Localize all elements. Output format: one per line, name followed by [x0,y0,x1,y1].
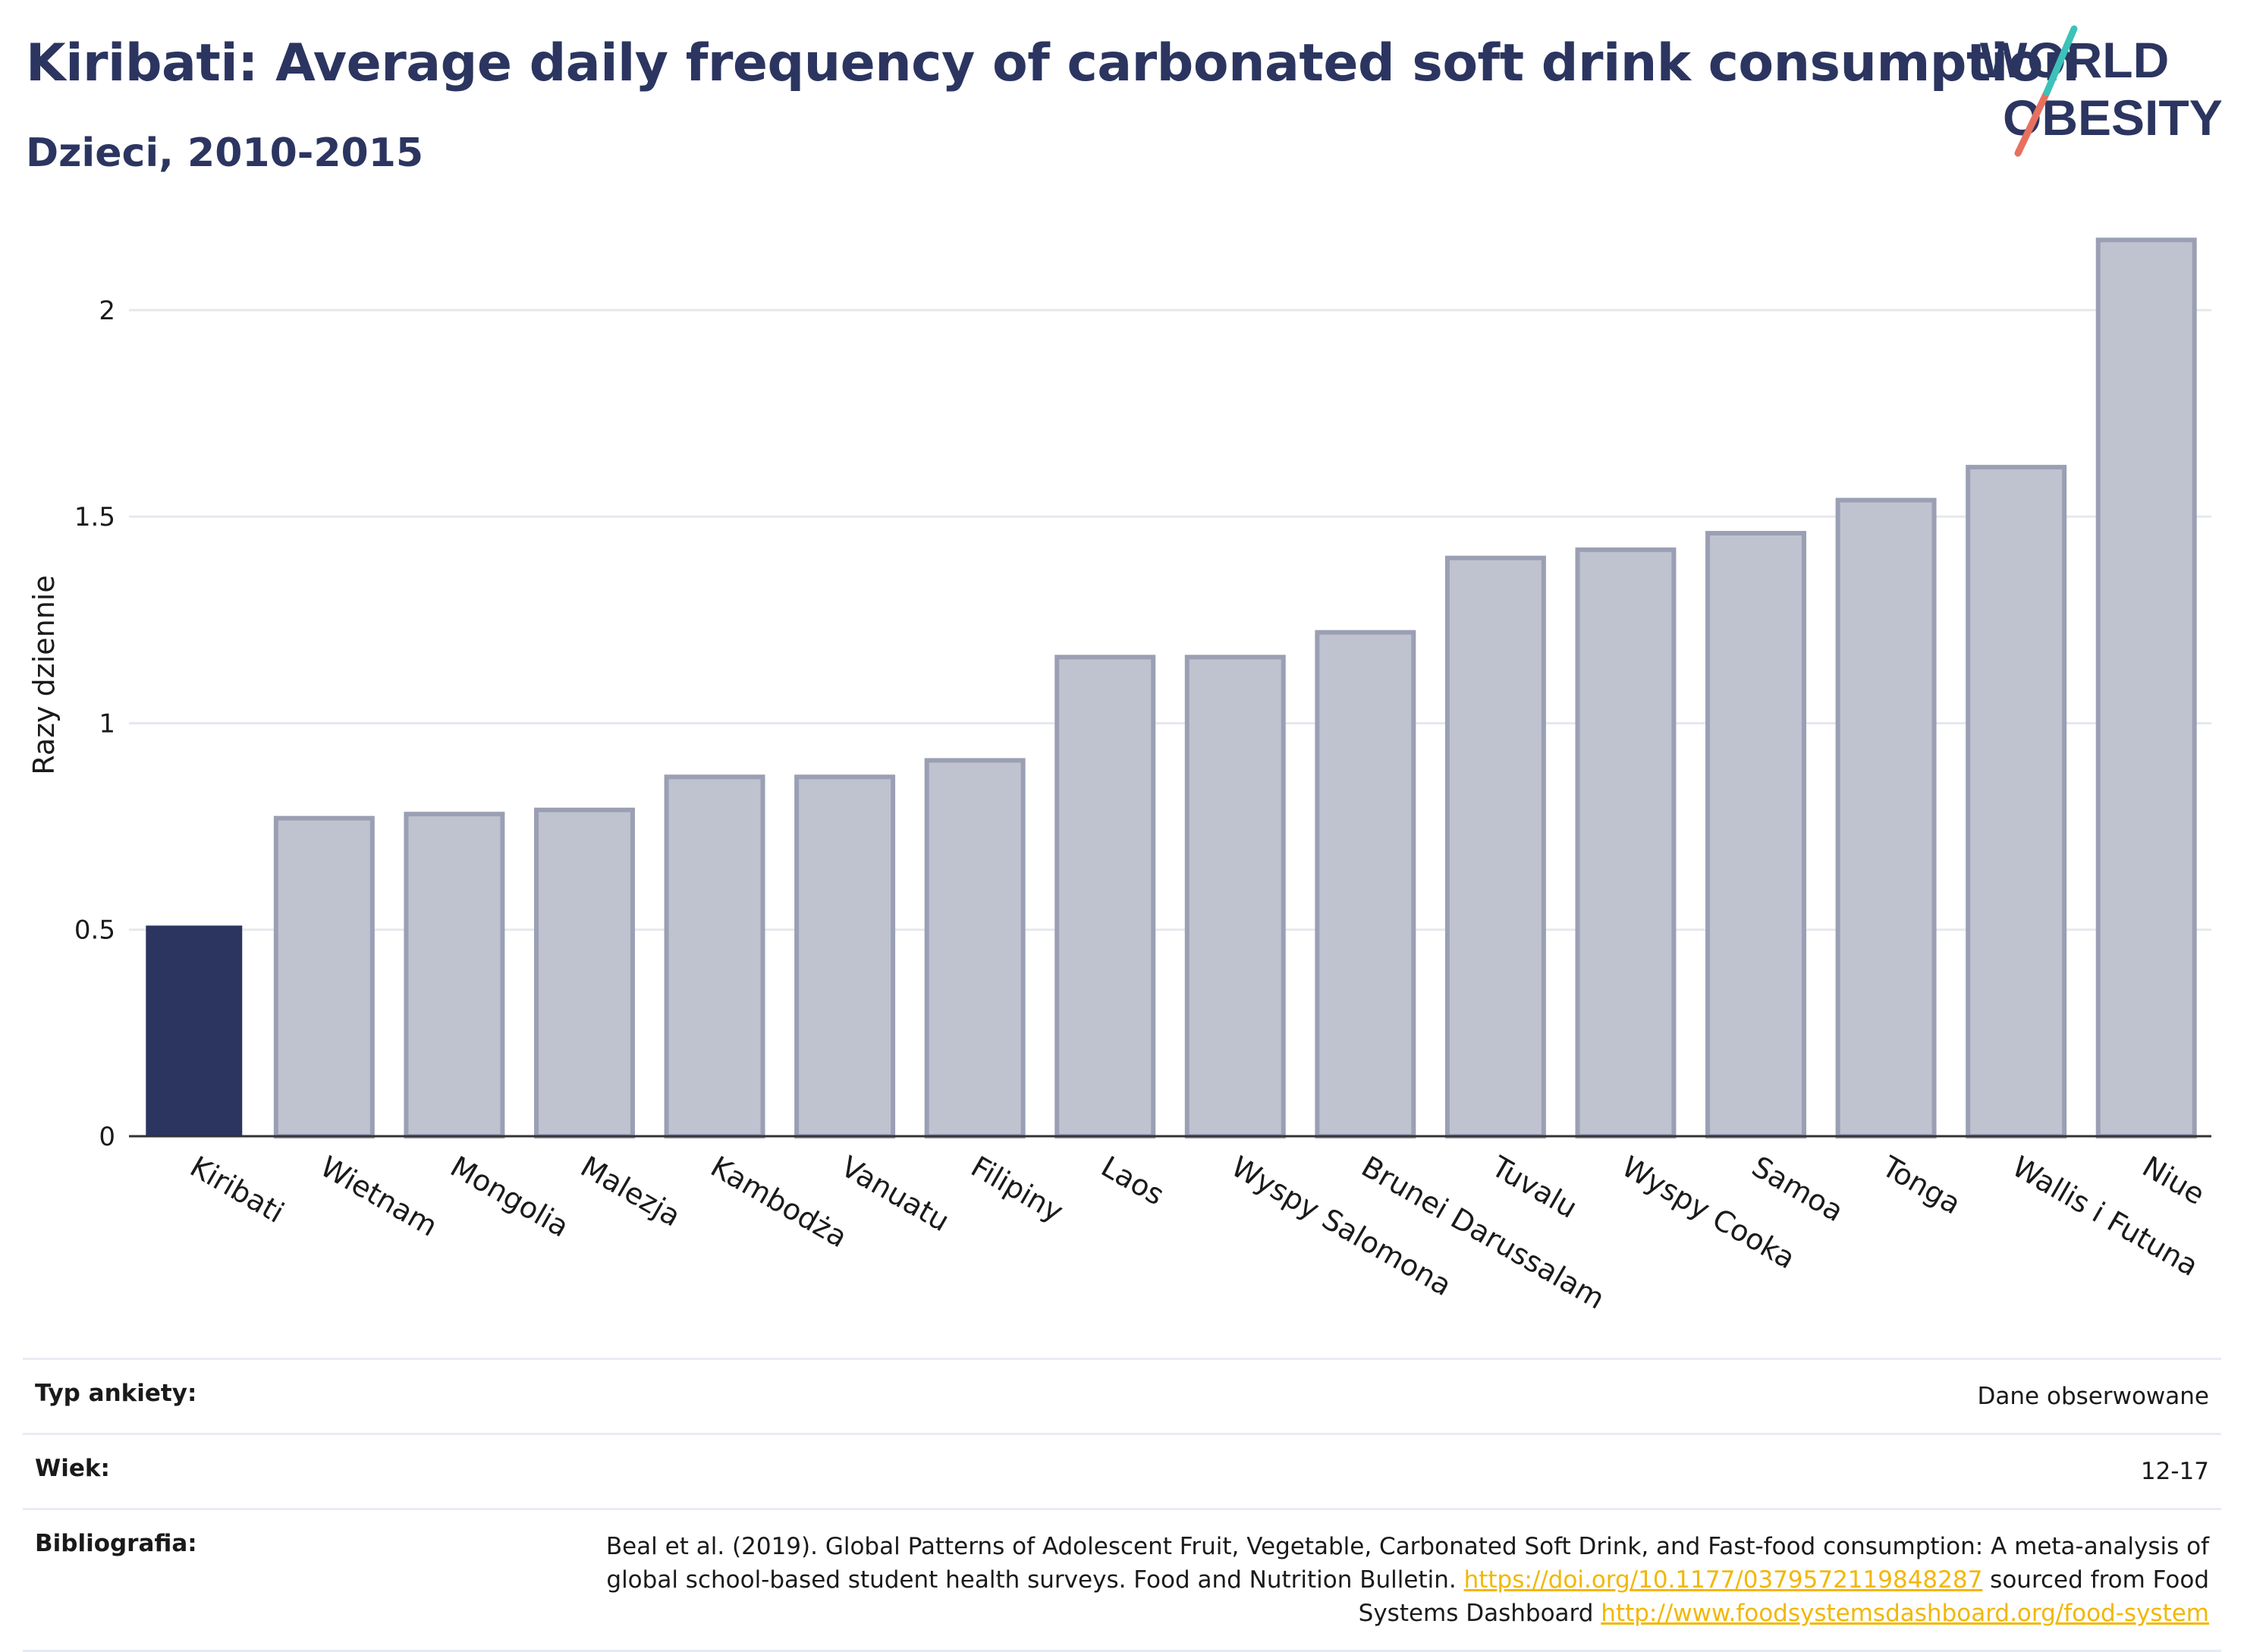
bar-wyspy-salomona[interactable] [1184,655,1286,1138]
age-label: Wiek: [35,1455,110,1482]
x-tick-label: Tonga [1876,1149,1966,1220]
bar-wietnam[interactable] [273,815,375,1138]
bar-mongolia[interactable] [404,812,505,1138]
bar-wallis-i-futuna[interactable] [1966,464,2067,1138]
y-tick-label: 1 [99,708,115,739]
metadata-table: Typ ankiety: Dane obserwowane Wiek: 12-1… [23,1358,2221,1652]
bar-tonga[interactable] [1835,498,1937,1138]
bibliography-row: Bibliografia: Beal et al. (2019). Global… [23,1510,2221,1652]
x-tick-label: Malezja [575,1150,687,1233]
age-row: Wiek: 12-17 [23,1435,2221,1510]
y-tick-label: 0 [99,1122,115,1152]
x-axis-ticks: Kiribati Wietnam Mongolia Malezja KambodżaVa… [184,1149,2210,1316]
bar-filipiny[interactable] [924,758,1026,1138]
dashboard-link[interactable]: http://www.foodsystemsdashboard.org/food… [1601,1600,2209,1627]
chart-subtitle: Dzieci, 2010-2015 [26,130,424,176]
bar-wyspy-cooka[interactable] [1575,547,1677,1138]
bar-malezja[interactable] [533,807,635,1138]
bar-laos[interactable] [1054,655,1156,1138]
x-tick-label: Wietnam [315,1150,443,1243]
x-tick-label: Vanuatu [835,1150,955,1238]
bar-chart: 0 0.5 1 1.5 2 Kiribati Wietnam Mongolia Malezja… [74,237,2211,1316]
world-obesity-logo: WORLD OBESITY [1980,25,2223,157]
bar-samoa[interactable] [1705,530,1807,1138]
x-tick-label: Kiribati [184,1150,290,1230]
x-tick-label: Filipiny [966,1150,1069,1229]
bar-vanuatu[interactable] [794,774,896,1139]
age-value: 12-17 [2140,1458,2209,1485]
bar-kambodża[interactable] [664,774,765,1139]
x-tick-label: Tuvalu [1485,1149,1582,1225]
x-tick-label: Mongolia [445,1150,574,1244]
x-tick-label: Brunei Darussalam [1356,1150,1610,1316]
y-axis-label: Razy dziennie [27,575,61,775]
survey-type-row: Typ ankiety: Dane obserwowane [23,1360,2221,1435]
logo-line1: WORLD [1980,32,2169,88]
survey-type-value: Dane obserwowane [1977,1383,2209,1410]
bibliography-text: Beal et al. (2019). Global Patterns of A… [605,1533,2209,1594]
bar-niue[interactable] [2095,237,2197,1139]
chart-title: Kiribati: Average daily frequency of car… [26,33,2079,93]
x-tick-label: Samoa [1746,1150,1849,1229]
bibliography-label: Bibliografia: [35,1530,197,1557]
doi-link[interactable]: https://doi.org/10.1177/0379572119848287 [1463,1566,1983,1594]
bars [146,237,2197,1139]
bibliography-source-text: sourced from Food Systems Dashboard [1358,1566,2209,1627]
y-tick-label: 0.5 [74,916,115,946]
survey-type-label: Typ ankiety: [35,1380,197,1407]
y-tick-label: 2 [99,296,115,326]
x-tick-label: Niue [2137,1150,2211,1211]
y-axis-ticks: 0 0.5 1 1.5 2 [74,296,115,1152]
y-tick-label: 1.5 [74,502,115,532]
x-tick-label: Laos [1095,1150,1170,1212]
x-tick-label: Kambodża [706,1150,853,1255]
bibliography-value: Beal et al. (2019). Global Patterns of A… [540,1530,2209,1630]
bar-tuvalu[interactable] [1444,555,1546,1138]
x-tick-label: Wyspy Salomona [1226,1150,1457,1302]
bar-kiribati[interactable] [146,925,243,1136]
logo-line2: OBESITY [2003,90,2223,146]
bar-brunei-darussalam[interactable] [1315,630,1416,1138]
